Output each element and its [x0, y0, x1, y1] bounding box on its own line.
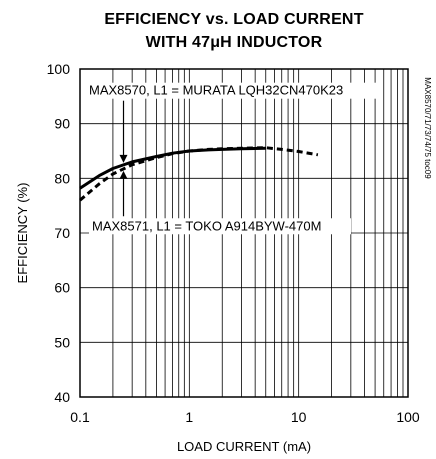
x-tick-label: 1	[185, 409, 193, 425]
x-tick-label: 10	[291, 409, 307, 425]
chart-title-line-2: WITH 47μH INDUCTOR	[146, 34, 323, 51]
annotation-group: MAX8570, L1 = MURATA LQH32CN470K23 MAX857…	[86, 82, 382, 235]
series-annotation: MAX8570, L1 = MURATA LQH32CN470K23	[89, 83, 343, 98]
y-tick-label: 60	[54, 280, 70, 296]
x-axis-title: LOAD CURRENT (mA)	[177, 439, 311, 454]
y-tick-label: 50	[54, 334, 70, 350]
series-max8571-line	[79, 146, 319, 202]
side-note: MAX8570/71/73/74/75 toc09	[423, 77, 432, 179]
chart-title-line-1: EFFICIENCY vs. LOAD CURRENT	[104, 11, 363, 28]
tick-labels: 40 50 60 70 80 90 100 0.1 1 10 100	[47, 61, 420, 425]
annotation-bg	[86, 82, 382, 99]
y-tick-label: 70	[54, 225, 70, 241]
y-axis-title: EFFICIENCY (%)	[15, 183, 30, 284]
plot-frame	[79, 68, 409, 398]
y-tick-label: 40	[54, 389, 70, 405]
annotation-bg	[89, 218, 351, 235]
arrow-head	[119, 170, 128, 179]
x-tick-label: 100	[396, 409, 420, 425]
arrow-head	[119, 154, 128, 163]
y-tick-label: 90	[54, 116, 70, 132]
y-tick-label: 80	[54, 170, 70, 186]
series-annotation: MAX8571, L1 = TOKO A914BYW-470M	[92, 218, 321, 233]
y-tick-label: 100	[47, 61, 71, 77]
series-group	[79, 146, 319, 202]
x-tick-label: 0.1	[70, 409, 90, 425]
